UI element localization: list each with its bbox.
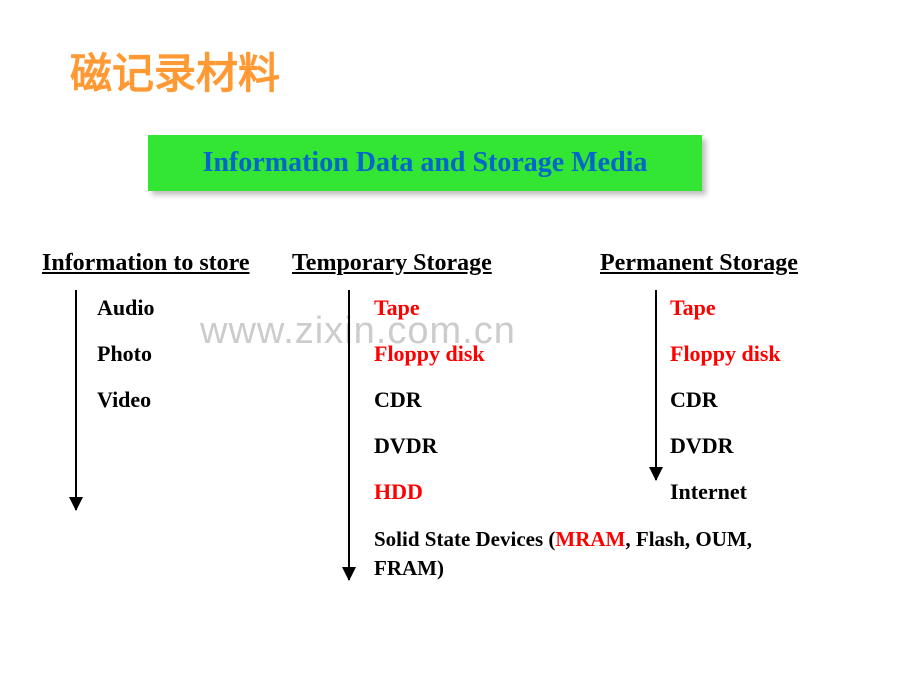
list-item-ssd: Solid State Devices (MRAM, Flash, OUM, F… — [374, 525, 784, 584]
banner-text: Information Data and Storage Media — [203, 147, 648, 179]
col3-header: Permanent Storage — [600, 250, 860, 277]
list-item: HDD — [374, 479, 582, 505]
col2-header: Temporary Storage — [292, 250, 582, 277]
column-info-to-store: Information to store Audio Photo Video — [42, 250, 272, 433]
banner: Information Data and Storage Media — [148, 135, 702, 191]
list-item: Floppy disk — [670, 341, 860, 367]
col2-items: Tape Floppy disk CDR DVDR HDD Solid Stat… — [292, 295, 582, 584]
col3-items: Tape Floppy disk CDR DVDR Internet — [600, 295, 860, 505]
ssd-prefix: Solid State Devices ( — [374, 527, 555, 551]
list-item: Audio — [97, 295, 272, 321]
list-item: Internet — [670, 479, 860, 505]
list-item: DVDR — [374, 433, 582, 459]
list-item: CDR — [374, 387, 582, 413]
column-permanent-storage: Permanent Storage Tape Floppy disk CDR D… — [600, 250, 860, 525]
list-item: Video — [97, 387, 272, 413]
list-item: CDR — [670, 387, 860, 413]
list-item: Floppy disk — [374, 341, 582, 367]
col1-items: Audio Photo Video — [42, 295, 272, 413]
list-item: DVDR — [670, 433, 860, 459]
list-item: Photo — [97, 341, 272, 367]
list-item: Tape — [670, 295, 860, 321]
slide-title: 磁记录材料 — [70, 40, 280, 101]
column-temporary-storage: Temporary Storage Tape Floppy disk CDR D… — [292, 250, 582, 604]
list-item: Tape — [374, 295, 582, 321]
col1-header: Information to store — [42, 250, 272, 277]
ssd-highlight: MRAM — [555, 527, 625, 551]
